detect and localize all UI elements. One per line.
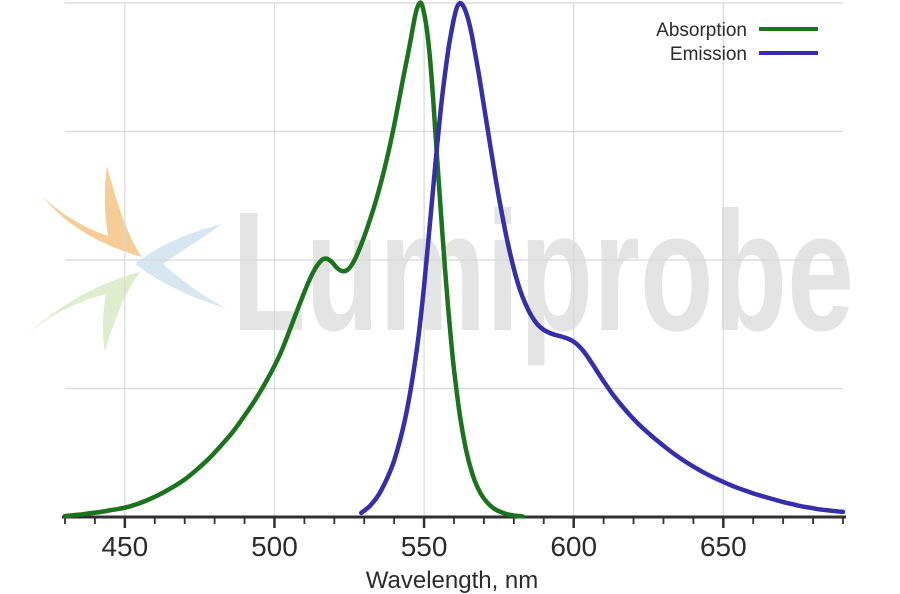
plot-gridlines: [65, 2, 843, 517]
spectra-curves: [62, 0, 846, 519]
x-axis-label: Wavelength, nm: [366, 567, 539, 594]
watermark-logo: [25, 166, 226, 352]
legend-emission-label: Emission: [670, 44, 747, 65]
x-tick-label: 550: [401, 531, 448, 562]
x-axis: 450 500 550 600 650: [62, 515, 846, 562]
logo-leaf-orange-icon: [42, 166, 142, 257]
watermark-text: Lumiprobe: [232, 177, 854, 367]
x-tick-label: 650: [700, 531, 747, 562]
absorption-curve: [62, 0, 526, 519]
x-tick-label: 600: [550, 531, 597, 562]
logo-leaf-green-icon: [25, 272, 140, 352]
emission-curve: [358, 0, 846, 516]
logo-leaf-blue-icon: [135, 224, 226, 308]
x-tick-label: 450: [101, 531, 148, 562]
legend: Absorption Emission: [656, 20, 818, 65]
legend-absorption-label: Absorption: [656, 20, 747, 41]
x-tick-label: 500: [251, 531, 298, 562]
